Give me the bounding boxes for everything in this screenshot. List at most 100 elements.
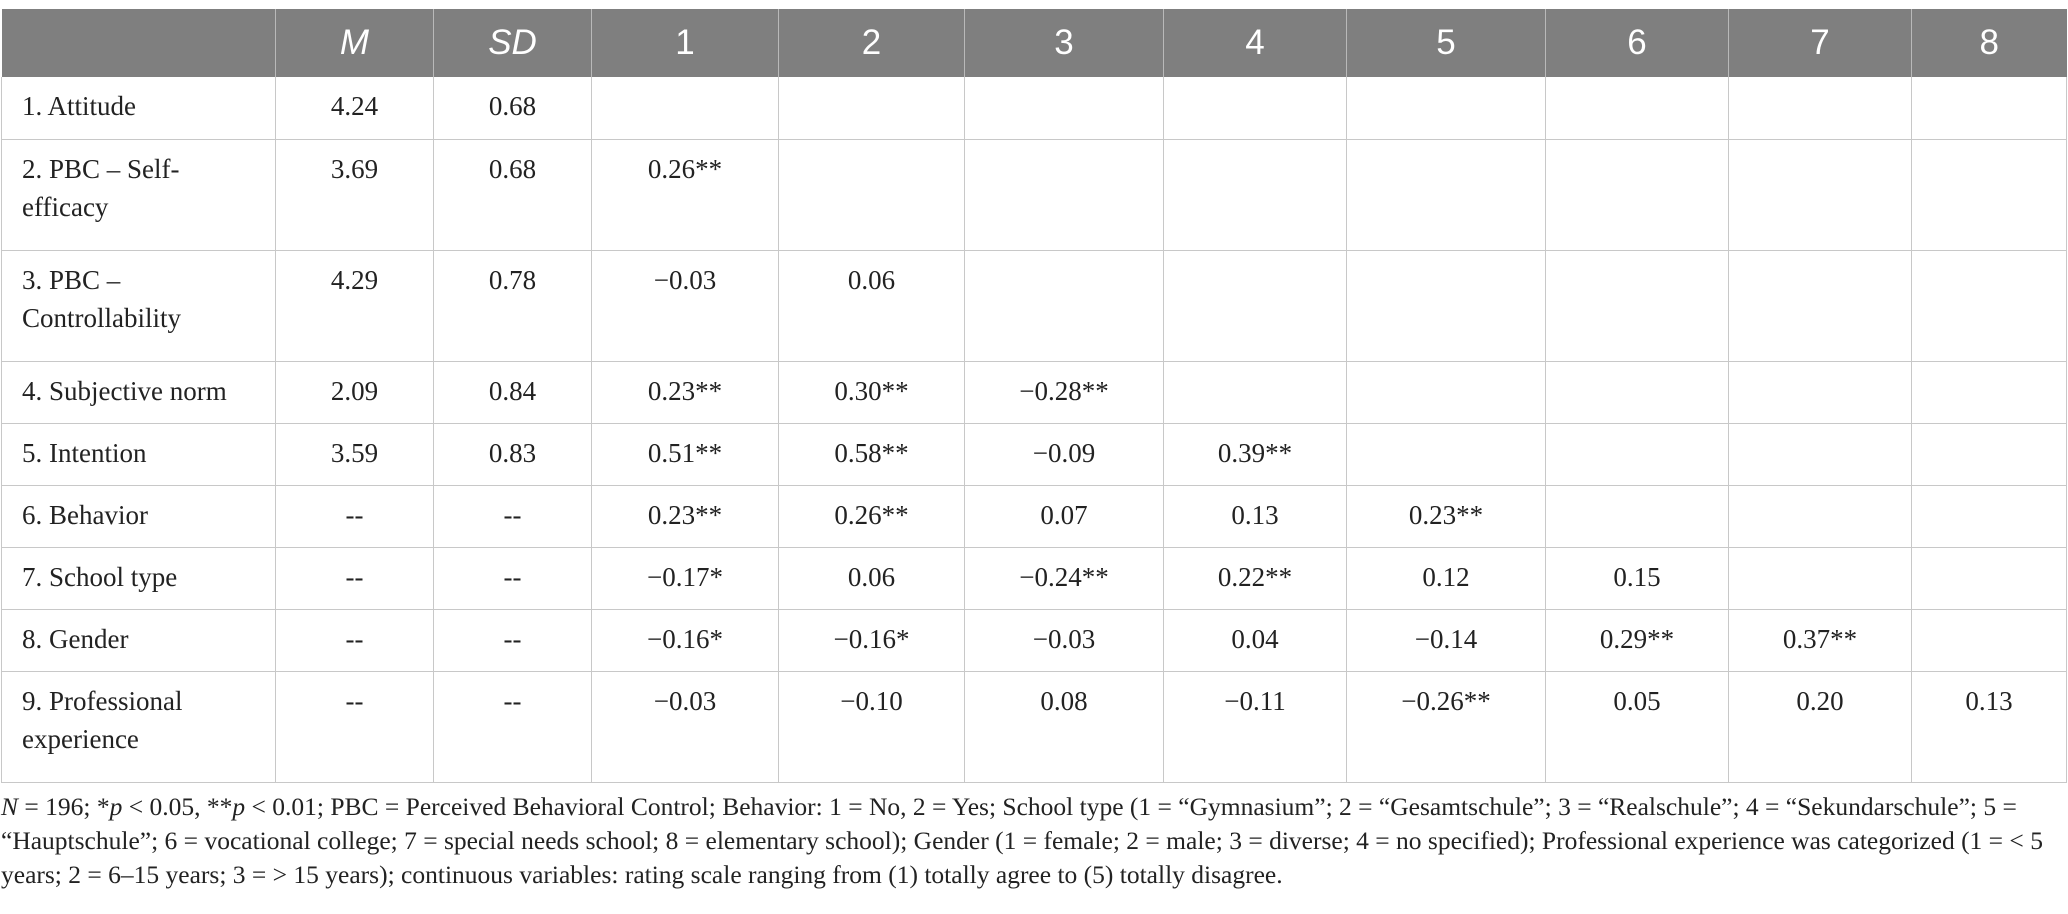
- table-cell: 0.07: [964, 485, 1164, 548]
- cell-value: --: [345, 623, 364, 654]
- row-label-line: 5. Intention: [22, 437, 147, 468]
- cell-value: 0.07: [1040, 499, 1088, 530]
- row-label-line: 2. PBC – Self-: [22, 153, 180, 184]
- cell-value: 0.83: [488, 437, 537, 468]
- table-cell: 0.08: [964, 671, 1164, 783]
- table-cell: 0.68: [433, 139, 592, 251]
- row-label-line: 6. Behavior: [22, 499, 148, 530]
- table-cell: 4.29: [275, 250, 434, 362]
- table-cell: 0.15: [1545, 547, 1729, 610]
- cell-value: 0.20: [1796, 685, 1844, 716]
- table-row: 6. Behavior6. Behavior -- -- 0.23** 0.26** 0.…: [1, 485, 2067, 548]
- cell-value: 0.06: [847, 264, 896, 295]
- table-cell: [1728, 77, 1912, 140]
- cell-value: −0.16*: [833, 623, 910, 654]
- table-cell: 0.23**: [591, 361, 779, 424]
- table-cell: [964, 250, 1164, 362]
- cell-value: --: [503, 499, 522, 530]
- cell-value: −0.24**: [1019, 561, 1109, 592]
- table-cell: [1545, 139, 1729, 251]
- row-label: 9. Professionalexperience9. Professional…: [1, 671, 276, 783]
- table-cell: 0.20: [1728, 671, 1912, 783]
- cell-value: 4.29: [330, 264, 379, 295]
- table-cell: −0.24**: [964, 547, 1164, 610]
- note-p1-text: < 0.05, **: [122, 792, 233, 821]
- row-label-line: 8. Gender: [22, 623, 129, 654]
- header-variable: [1, 9, 276, 77]
- cell-value: 0.08: [1040, 685, 1088, 716]
- note-n-text: = 196; *: [18, 792, 110, 821]
- header-col-2: 2: [778, 9, 965, 77]
- cell-value: 0.68: [488, 91, 537, 121]
- table-cell: [964, 139, 1164, 251]
- row-label-line: experience: [22, 723, 139, 754]
- cell-value: --: [503, 685, 522, 716]
- cell-value: 2.09: [330, 375, 379, 406]
- note-p1-label: p: [109, 792, 123, 821]
- cell-value: --: [345, 499, 364, 530]
- cell-value: 0.58**: [834, 437, 909, 468]
- cell-value: −0.03: [653, 264, 717, 295]
- table-cell: [1728, 139, 1912, 251]
- table-cell: [1545, 423, 1729, 486]
- cell-value: 0.29**: [1599, 623, 1675, 654]
- cell-value: −0.03: [1032, 623, 1096, 654]
- table-cell: [778, 77, 965, 140]
- cell-value: 3.59: [330, 437, 379, 468]
- table-cell: 0.37**: [1728, 609, 1912, 672]
- header-col-5: 5: [1346, 9, 1546, 77]
- cell-value: 0.51**: [647, 437, 723, 468]
- cell-value: 0.26**: [647, 153, 723, 184]
- table-cell: −0.03: [591, 671, 779, 783]
- table-cell: [1728, 361, 1912, 424]
- cell-value: 0.05: [1613, 685, 1661, 716]
- cell-value: 0.15: [1613, 561, 1661, 592]
- cell-value: 4.24: [330, 91, 379, 121]
- cell-value: 0.23**: [647, 499, 723, 530]
- row-label-line: 1. Attitude: [22, 91, 136, 121]
- table-cell: [1911, 547, 2067, 610]
- table-cell: −0.26**: [1346, 671, 1546, 783]
- table-cell: 0.26**: [778, 485, 965, 548]
- table-row: 7. School type7. School type -- -- −0.17* 0.…: [1, 547, 2067, 610]
- cell-value: 0.13: [1965, 685, 2013, 716]
- row-label-line: 7. School type: [22, 561, 178, 592]
- table-cell: [1728, 423, 1912, 486]
- table-cell: [778, 139, 965, 251]
- row-label: 5. Intention5. Intention: [1, 423, 276, 486]
- table-cell: [1728, 547, 1912, 610]
- row-label: 8. Gender8. Gender: [1, 609, 276, 672]
- row-label-line: 4. Subjective norm: [22, 375, 227, 406]
- table-row: 1. Attitude1. Attitude 4.24 0.68: [1, 77, 2067, 140]
- row-label-line: 9. Professional: [22, 685, 183, 716]
- table-cell: [1545, 361, 1729, 424]
- table-cell: [1163, 139, 1347, 251]
- header-mean: M: [275, 9, 434, 77]
- table-cell: −0.16*: [591, 609, 779, 672]
- header-col-4: 4: [1163, 9, 1347, 77]
- table-cell: [1911, 423, 2067, 486]
- table-cell: [1911, 77, 2067, 140]
- table-cell: 3.59: [275, 423, 434, 486]
- cell-value: 0.22**: [1217, 561, 1293, 592]
- table-cell: --: [275, 485, 434, 548]
- table-cell: [964, 77, 1164, 140]
- note-p2-label: p: [232, 792, 246, 821]
- table-cell: −0.14: [1346, 609, 1546, 672]
- table-cell: −0.11: [1163, 671, 1347, 783]
- table-cell: --: [275, 609, 434, 672]
- table-cell: 0.23**: [591, 485, 779, 548]
- table-cell: [1911, 609, 2067, 672]
- cell-value: --: [345, 685, 364, 716]
- table-cell: 0.12: [1346, 547, 1546, 610]
- table-row: 4. Subjective norm4. Subjective norm 2.09…: [1, 361, 2067, 424]
- table-cell: 0.51**: [591, 423, 779, 486]
- table-cell: [1163, 361, 1347, 424]
- cell-value: 0.23**: [1408, 499, 1484, 530]
- note-rest: < 0.01; PBC = Perceived Behavioral Contr…: [1, 792, 2043, 889]
- cell-value: −0.17*: [647, 561, 723, 592]
- table-cell: 0.30**: [778, 361, 965, 424]
- row-label-line: Controllability: [22, 302, 181, 333]
- table-cell: [1911, 485, 2067, 548]
- row-label: 7. School type7. School type: [1, 547, 276, 610]
